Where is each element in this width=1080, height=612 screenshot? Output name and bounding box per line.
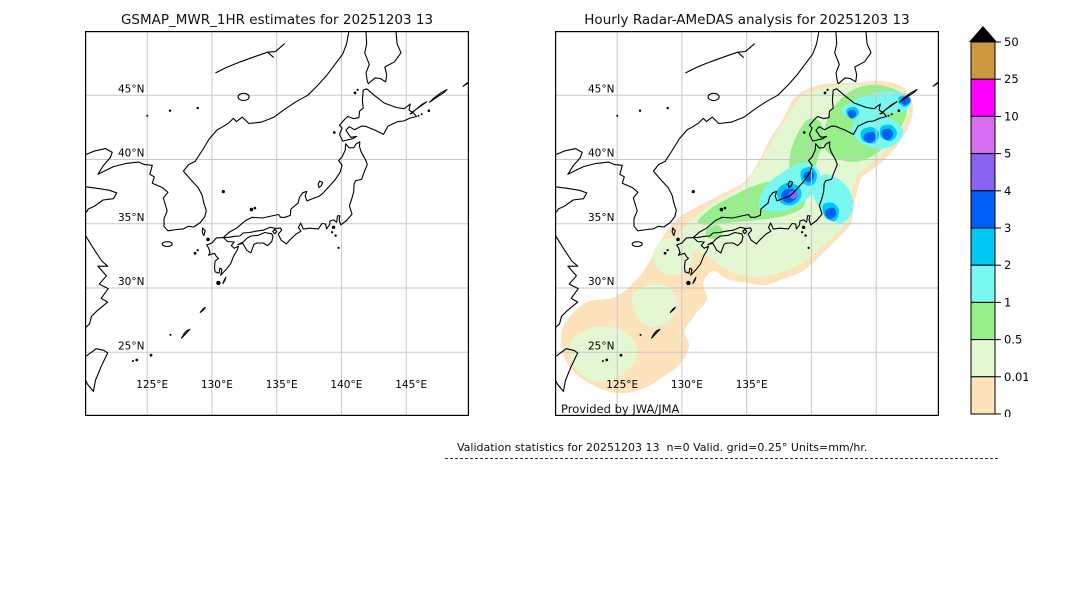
lat-label: 40°N [118, 148, 144, 160]
colorbar-tick-label: 5 [1004, 147, 1011, 161]
lon-label: 130°E [201, 379, 233, 391]
radar-map: 45°N 40°N 35°N 30°N 25°N 125°E 130°E 135°E [555, 31, 939, 416]
colorbar-tick-label: 0.5 [1004, 333, 1022, 347]
validation-stats-footer: Validation statistics for 20251203 13 n=… [445, 441, 998, 459]
precip-colorbar: 50 25 10 5 4 3 2 1 0.5 0.01 0 [969, 26, 1028, 417]
colorbar-tick-label: 10 [1004, 109, 1019, 123]
graticule [85, 31, 469, 416]
lat-label: 30°N [118, 276, 144, 288]
lon-label: 135°E [266, 379, 298, 391]
colorbar-tick-label: 25 [1004, 72, 1019, 86]
lat-label: 30°N [588, 276, 614, 288]
lon-label: 125°E [136, 379, 168, 391]
lat-label: 35°N [588, 212, 614, 224]
colorbar-tick-label: 0 [1004, 407, 1011, 417]
lat-label: 45°N [118, 83, 144, 95]
lon-label: 135°E [736, 379, 768, 391]
lat-label: 25°N [118, 340, 144, 352]
lon-label: 140°E [330, 379, 362, 391]
gsmap-panel-title: GSMAP_MWR_1HR estimates for 20251203 13 [120, 12, 434, 28]
gsmap-map: 45°N 40°N 35°N 30°N 25°N 125°E 130°E 135°E 140°E… [85, 31, 469, 416]
lat-label: 45°N [588, 83, 614, 95]
lon-label: 130°E [671, 379, 703, 391]
coastlines [85, 31, 469, 392]
lon-label: 145°E [395, 379, 427, 391]
colorbar-tick-label: 50 [1004, 35, 1019, 49]
colorbar-tick-label: 2 [1004, 258, 1011, 272]
colorbar-tick-label: 0.01 [1004, 370, 1028, 384]
map-frame [555, 31, 939, 416]
radar-panel-title: Hourly Radar-AMeDAS analysis for 2025120… [584, 12, 910, 28]
graticule [555, 31, 939, 416]
colorbar-ticks: 50 25 10 5 4 3 2 1 0.5 0.01 0 [995, 35, 1028, 417]
coastlines [555, 31, 939, 392]
data-credit: Provided by JWA/JMA [561, 402, 680, 416]
lat-label: 40°N [588, 148, 614, 160]
grid-labels: 45°N 40°N 35°N 30°N 25°N 125°E 130°E 135°E [588, 83, 768, 391]
colorbar-tick-label: 3 [1004, 221, 1011, 235]
lat-label: 25°N [588, 340, 614, 352]
colorbar-tick-label: 1 [1004, 295, 1011, 309]
lat-label: 35°N [118, 212, 144, 224]
colorbar-segments [970, 41, 996, 415]
map-frame [85, 31, 469, 416]
grid-labels: 45°N 40°N 35°N 30°N 25°N 125°E 130°E 135°E 140°E… [118, 83, 427, 391]
colorbar-tick-label: 4 [1004, 184, 1011, 198]
over-range-arrow [969, 26, 997, 42]
lon-label: 125°E [606, 379, 638, 391]
small-islands [601, 88, 901, 362]
small-islands [131, 88, 431, 362]
